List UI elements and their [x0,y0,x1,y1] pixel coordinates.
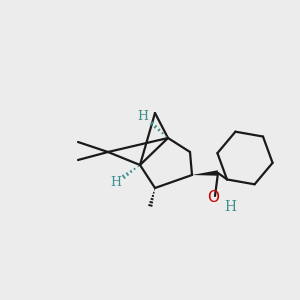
Text: H: H [224,200,236,214]
Text: H: H [110,176,122,188]
Polygon shape [192,170,218,176]
Text: O: O [207,190,219,206]
Text: H: H [137,110,148,124]
